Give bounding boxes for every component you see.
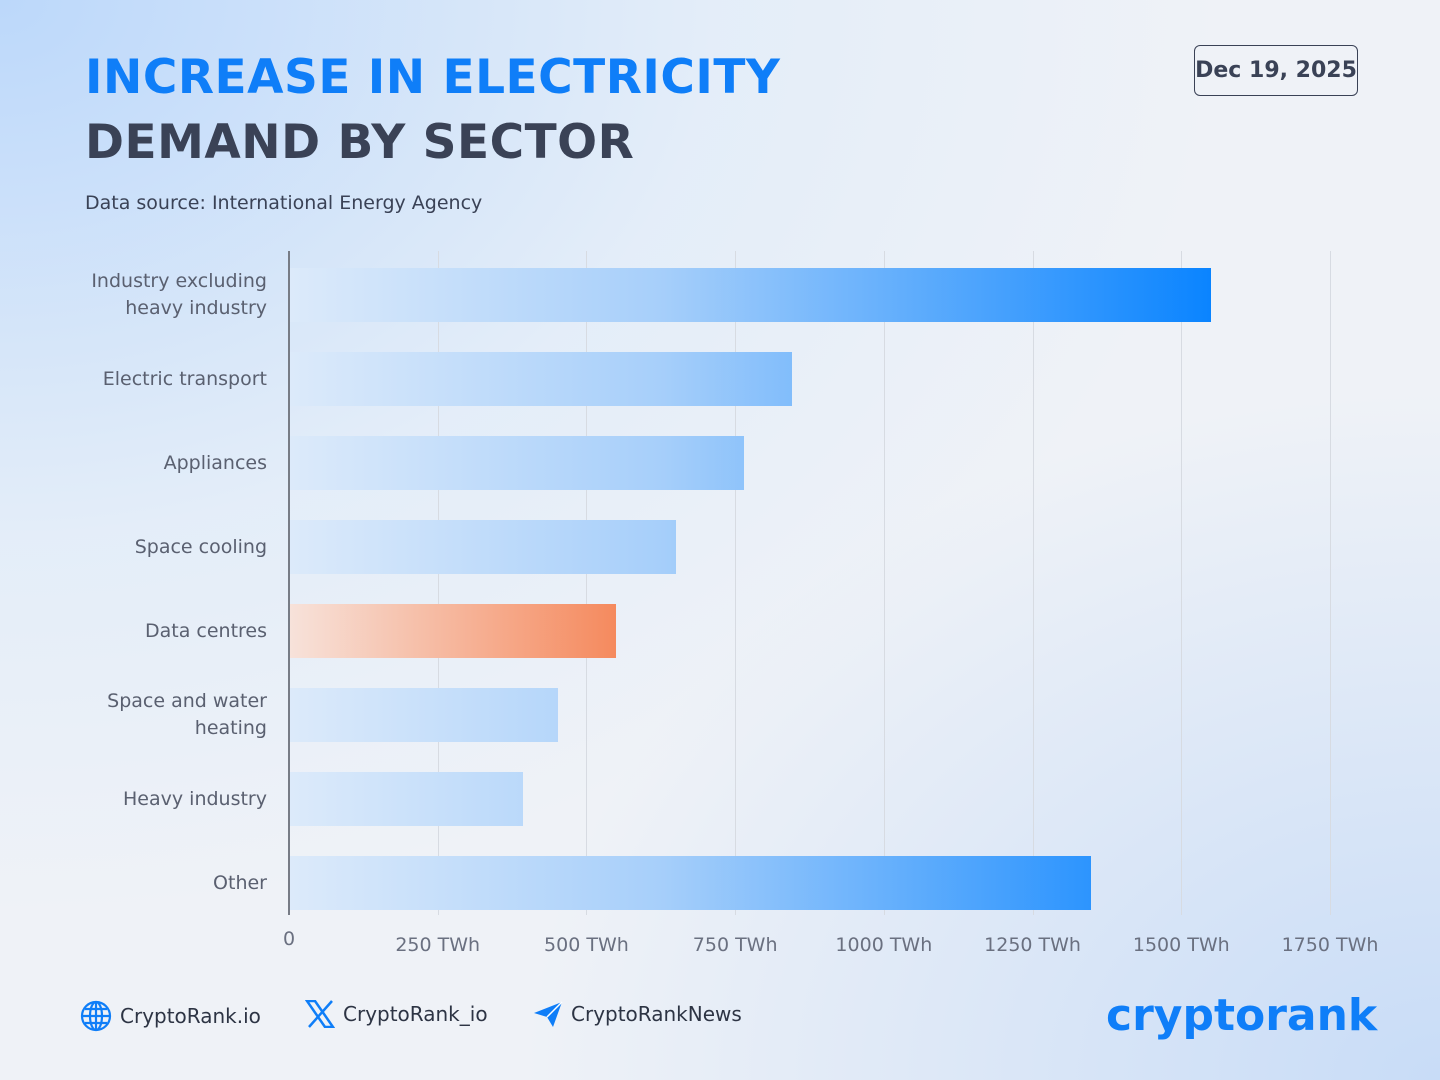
telegram-label: CryptoRankNews [571, 1002, 742, 1026]
title-line-1: INCREASE IN ELECTRICITY [85, 50, 781, 105]
category-label: Data centres [144, 619, 267, 642]
x-tick-label: 1750 TWh [1281, 934, 1379, 956]
data-source: Data source: International Energy Agency [85, 192, 483, 214]
gridline [586, 251, 588, 915]
gridline [883, 251, 885, 915]
gridline [735, 251, 737, 915]
x-tick-label: 0 [282, 928, 296, 950]
x-tick-label: 1250 TWh [984, 934, 1081, 956]
category-label: Appliances [163, 451, 267, 474]
x-icon [305, 1000, 335, 1028]
category-label: Space and water heating [107, 690, 267, 739]
category-label: Industry excluding heavy industry [91, 270, 267, 319]
gridline [1181, 251, 1183, 915]
title-line-2: DEMAND BY SECTOR [85, 115, 635, 170]
x-handle-label: CryptoRank_io [343, 1002, 488, 1026]
gridline [1330, 251, 1331, 915]
x-tick-label: 1000 TWh [835, 934, 933, 956]
website-label: CryptoRank.io [120, 1004, 261, 1028]
bar [290, 604, 617, 658]
category-label: Other [213, 871, 267, 894]
category-label: Space cooling [134, 535, 267, 558]
x-tick-label: 1500 TWh [1132, 934, 1230, 956]
gridline [437, 251, 439, 915]
bar [290, 268, 1212, 322]
footer-website[interactable]: CryptoRank.io [80, 1000, 261, 1032]
date-badge: Dec 19, 2025 [1194, 45, 1358, 96]
bar [290, 856, 1091, 910]
cryptorank-logo: cryptorank [1106, 990, 1378, 1041]
bar [290, 352, 792, 406]
telegram-icon [534, 1001, 563, 1027]
bar [290, 688, 558, 742]
x-tick-label: 250 TWh [395, 934, 481, 956]
globe-icon [80, 1000, 112, 1032]
bar [290, 436, 745, 490]
bar [290, 772, 523, 826]
footer-telegram[interactable]: CryptoRankNews [533, 1000, 742, 1028]
category-label: Heavy industry [123, 787, 267, 810]
gridline [1032, 251, 1034, 915]
bar [290, 520, 676, 574]
y-axis-line [288, 251, 290, 915]
category-label: Electric transport [102, 367, 267, 390]
x-tick-label: 500 TWh [544, 934, 629, 956]
footer-x[interactable]: CryptoRank_io [305, 1000, 488, 1028]
x-tick-label: 750 TWh [692, 934, 778, 956]
